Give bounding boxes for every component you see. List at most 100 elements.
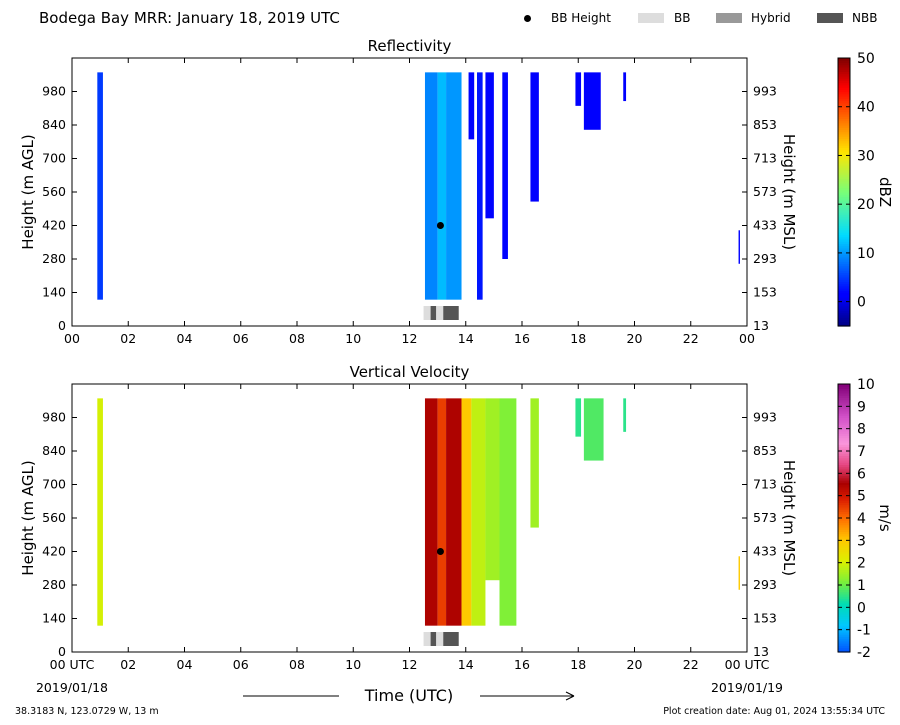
- colorbar-step: [838, 645, 850, 649]
- x-tick-label: 20: [627, 657, 643, 672]
- colorbar-step: [838, 125, 850, 128]
- colorbar-step: [838, 87, 850, 90]
- colorbar-step: [838, 227, 850, 231]
- colorbar-step: [838, 502, 850, 506]
- colorbar-step: [838, 408, 850, 412]
- creation-date-text: Plot creation date: Aug 01, 2024 13:55:3…: [663, 706, 885, 717]
- colorbar-step: [838, 158, 850, 162]
- colorbar-step: [838, 513, 850, 517]
- plot-frame: [71, 57, 748, 327]
- colorbar-step: [838, 133, 850, 137]
- y-tick-label-right: 433: [753, 218, 777, 233]
- legend-bb-height-label: BB Height: [551, 11, 611, 25]
- colorbar-step: [838, 551, 850, 555]
- colorbar-tick-label: -1: [857, 623, 871, 639]
- colorbar-step: [838, 643, 850, 646]
- colorbar-step: [838, 189, 850, 193]
- colorbar-tick-label: 6: [857, 466, 866, 482]
- bb-type-segment: [436, 306, 444, 320]
- data-column: [738, 556, 740, 590]
- colorbar-step: [838, 308, 850, 311]
- colorbar-step: [838, 627, 850, 631]
- data-column: [583, 398, 604, 461]
- x-tick-label: 10: [345, 657, 361, 672]
- colorbar-step: [838, 303, 850, 307]
- y-tick-label: 0: [58, 318, 66, 333]
- x-tick-label: 18: [570, 657, 586, 672]
- colorbar-step: [838, 451, 850, 454]
- colorbar-step: [838, 491, 850, 495]
- colorbar-step: [838, 526, 850, 530]
- colorbar-step: [838, 154, 850, 157]
- colorbar-step: [838, 89, 850, 93]
- y-tick-label-right: 713: [753, 151, 777, 166]
- colorbar-step: [838, 319, 850, 323]
- colorbar-tick-label: 10: [857, 246, 875, 262]
- plot-title: Bodega Bay MRR: January 18, 2019 UTC: [39, 9, 340, 27]
- colorbar-step: [838, 562, 850, 566]
- legend-bb-swatch: [638, 13, 664, 23]
- colorbar-step: [838, 392, 850, 396]
- colorbar-step: [838, 631, 850, 635]
- colorbar-step: [838, 180, 850, 184]
- y-tick-label-right: 13: [753, 644, 769, 659]
- colorbar-step: [838, 558, 850, 562]
- colorbar-step: [838, 625, 850, 629]
- colorbar-step: [838, 93, 850, 97]
- colorbar-tick-label: 2: [857, 556, 866, 572]
- colorbar-step: [838, 593, 850, 597]
- colorbar-step: [838, 109, 850, 113]
- colorbar-step: [838, 196, 850, 200]
- data-column: [499, 398, 517, 626]
- colorbar-step: [838, 410, 850, 414]
- colorbar-step: [838, 529, 850, 532]
- colorbar-step: [838, 194, 850, 198]
- x-tick-label: 06: [233, 331, 249, 346]
- y-tick-label: 560: [42, 184, 66, 199]
- colorbar-step: [838, 75, 850, 79]
- y-tick-label: 420: [42, 218, 66, 233]
- colorbar-step: [838, 535, 850, 539]
- colorbar-step: [838, 520, 850, 524]
- y-axis-label-right: Height (m MSL): [780, 134, 798, 250]
- colorbar-step: [838, 323, 850, 327]
- colorbar-step: [838, 404, 850, 407]
- legend-bb-height-marker: [524, 15, 531, 22]
- colorbar-step: [838, 245, 850, 249]
- data-column: [485, 398, 500, 581]
- colorbar-step: [838, 261, 850, 265]
- colorbar-step: [838, 198, 850, 202]
- colorbar-step: [838, 91, 850, 95]
- end-date-label: 2019/01/19: [711, 680, 783, 695]
- colorbar-step: [838, 98, 850, 102]
- colorbar-step: [838, 426, 850, 430]
- colorbar-step: [838, 649, 850, 653]
- colorbar-step: [838, 504, 850, 508]
- colorbar-step: [838, 433, 850, 436]
- y-tick-label: 980: [42, 84, 66, 99]
- x-tick-label: 06: [233, 657, 249, 672]
- colorbar-step: [838, 533, 850, 537]
- y-tick-label-right: 293: [753, 577, 777, 592]
- y-tick-label: 840: [42, 443, 66, 458]
- data-column: [471, 398, 486, 626]
- data-column: [424, 72, 438, 300]
- colorbar-step: [838, 84, 850, 88]
- x-tick-label: 20: [627, 331, 643, 346]
- colorbar-step: [838, 515, 850, 519]
- colorbar-step: [838, 317, 850, 320]
- colorbar-step: [838, 214, 850, 218]
- colorbar-step: [838, 569, 850, 573]
- colorbar-step: [838, 571, 850, 575]
- y-tick-label-right: 293: [753, 251, 777, 266]
- colorbar-step: [838, 640, 850, 644]
- colorbar-step: [838, 553, 850, 557]
- colorbar-step: [838, 585, 850, 588]
- y-tick-label-right: 853: [753, 117, 777, 132]
- bb-height-marker: [436, 222, 444, 229]
- colorbar-step: [838, 511, 850, 515]
- colorbar-step: [838, 430, 850, 434]
- colorbar-step: [838, 497, 850, 501]
- colorbar-step: [838, 147, 850, 151]
- colorbar-step: [838, 600, 850, 604]
